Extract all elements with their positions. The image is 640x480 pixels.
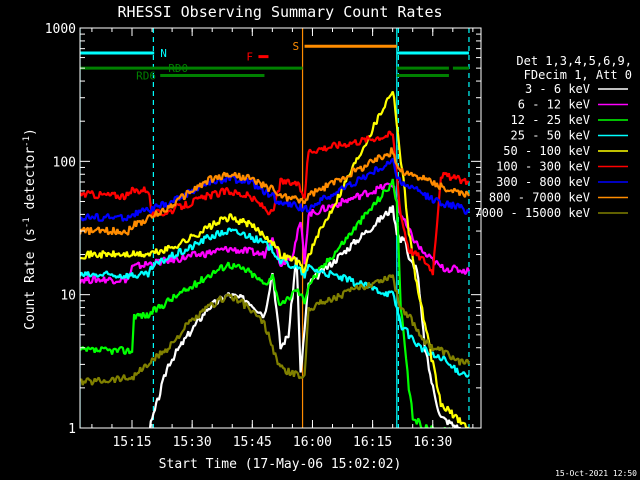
- y-tick-label-2: 100: [53, 155, 76, 170]
- x-tick-label-0: 15:15: [112, 435, 151, 450]
- legend-label-4: 50 - 100 keV: [503, 144, 590, 158]
- legend-label-8: 7000 - 15000 keV: [474, 206, 590, 220]
- y-tick-label-3: 1000: [45, 22, 76, 37]
- y-axis-label-main: Count Rate (s: [23, 228, 38, 330]
- y-axis-label-tail: detector: [23, 147, 38, 218]
- series-line-7: [80, 147, 470, 236]
- series-line-2: [80, 178, 451, 428]
- legend: Det 1,3,4,5,6,9, FDecim 1, Att 0 3 - 6 k…: [474, 54, 632, 220]
- y-axis-label: Count Rate (s-1 detector-1): [22, 128, 38, 330]
- flag-label-rd6: RD6: [136, 70, 156, 83]
- y-axis-label-sup1: -1: [22, 217, 32, 228]
- x-tick-label-3: 16:00: [293, 435, 332, 450]
- y-tick-label-0: 1: [68, 422, 76, 437]
- legend-label-3: 25 - 50 keV: [511, 129, 590, 143]
- flag-label-s: S: [293, 40, 300, 53]
- x-tick-label-5: 16:30: [413, 435, 452, 450]
- legend-label-7: 800 - 7000 keV: [489, 191, 590, 205]
- legend-label-0: 3 - 6 keV: [525, 82, 590, 96]
- flag-label-f: F: [246, 51, 253, 64]
- series-line-6: [80, 157, 470, 222]
- y-axis-label-group: Count Rate (s-1 detector-1): [22, 128, 38, 330]
- y-tick-label-1: 10: [60, 289, 76, 304]
- x-tick-label-2: 15:45: [233, 435, 272, 450]
- chart-title: RHESSI Observing Summary Count Rates: [117, 3, 442, 21]
- legend-header-line-2: FDecim 1, Att 0: [524, 68, 632, 82]
- legend-label-2: 12 - 25 keV: [511, 113, 590, 127]
- x-tick-label-1: 15:30: [173, 435, 212, 450]
- flag-label-n: N: [160, 47, 167, 60]
- series-line-5: [80, 130, 470, 276]
- axis-ticks: 15:15 15:30 15:45 16:00 16:15 16:30 1 10 100 1000: [45, 22, 481, 450]
- legend-label-1: 6 - 12 keV: [518, 98, 590, 112]
- legend-header-line-1: Det 1,3,4,5,6,9,: [516, 54, 632, 68]
- series-line-8: [80, 274, 471, 386]
- flag-label-rd0: RD0: [168, 62, 188, 75]
- y-axis-label-close: ): [23, 128, 38, 136]
- x-axis-label: Start Time (17-May-06 15:02:02): [159, 457, 402, 472]
- legend-label-5: 100 - 300 keV: [496, 160, 590, 174]
- footer-date: 15-Oct-2021 12:50: [555, 469, 637, 478]
- plot-frame: [79, 27, 482, 429]
- series-line-3: [80, 227, 470, 378]
- legend-label-6: 300 - 800 keV: [496, 175, 590, 189]
- y-axis-label-sup2: -1: [22, 136, 32, 147]
- series-line-0: [148, 205, 465, 428]
- x-tick-label-4: 16:15: [353, 435, 392, 450]
